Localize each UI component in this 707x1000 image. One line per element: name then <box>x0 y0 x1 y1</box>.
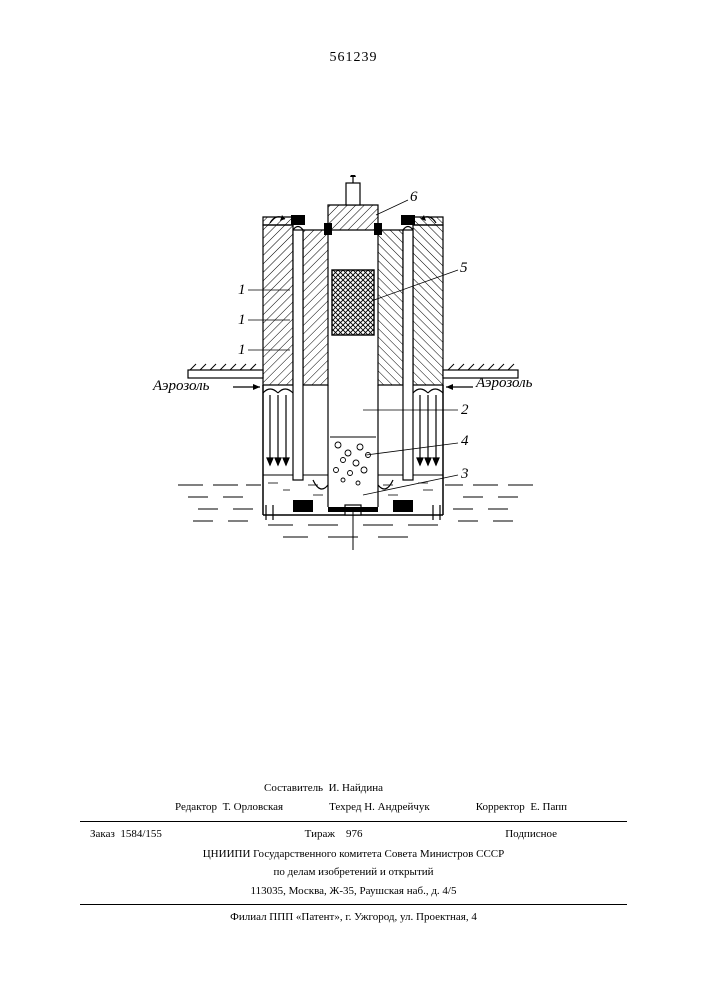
technical-diagram: Аэрозоль Аэрозоль 1 1 1 6 5 2 4 3 <box>148 175 558 595</box>
ref-5: 5 <box>460 260 468 277</box>
ref-1b: 1 <box>238 312 246 329</box>
branch-line: Филиал ППП «Патент», г. Ужгород, ул. Про… <box>0 909 707 927</box>
ref-2: 2 <box>461 402 469 419</box>
footer-order: Заказ 1584/155 Тираж 976 Подписное <box>0 826 707 844</box>
ref-3: 3 <box>461 466 469 483</box>
page-number: 561239 <box>0 50 707 66</box>
org-line1: ЦНИИПИ Государственного комитета Совета … <box>0 846 707 864</box>
org-line3: 113035, Москва, Ж-35, Раушская наб., д. … <box>0 883 707 901</box>
divider2 <box>80 904 627 905</box>
footer-block: Составитель И. Найдина Редактор Т. Орлов… <box>0 780 707 928</box>
ref-1a: 1 <box>238 282 246 299</box>
ref-1c: 1 <box>238 342 246 359</box>
footer-credits: Редактор Т. Орловская Техред Н. Андрейчу… <box>0 799 707 817</box>
org-line2: по делам изобретений и открытий <box>0 864 707 882</box>
ref-6: 6 <box>410 189 418 206</box>
label-aerosol-right: Аэрозоль <box>476 375 533 392</box>
compiler: Составитель И. Найдина <box>264 780 383 798</box>
divider <box>80 821 627 822</box>
label-aerosol-left: Аэрозоль <box>153 378 210 395</box>
ref-4: 4 <box>461 433 469 450</box>
